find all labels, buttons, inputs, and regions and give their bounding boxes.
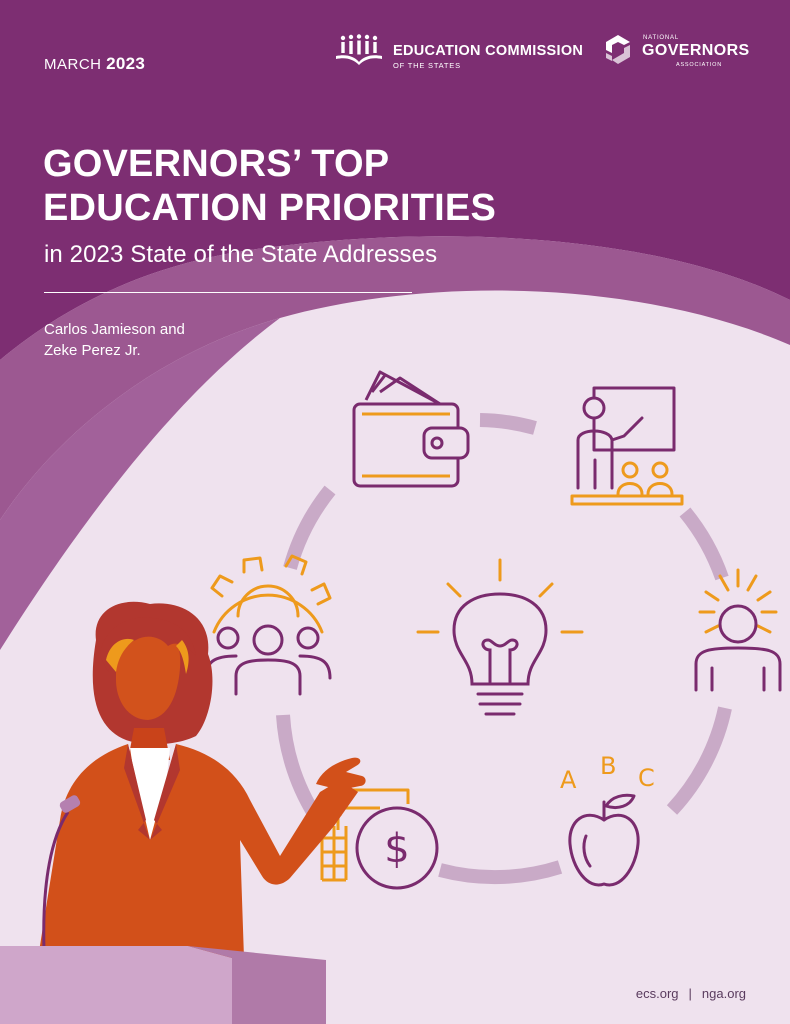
wallet-icon [352,370,470,488]
title-divider [44,292,412,293]
speaker-figure [38,601,366,958]
ecs-name: EDUCATION COMMISSION [393,43,584,59]
apple-abc-icon [568,793,640,887]
report-date: MARCH 2023 [44,54,146,73]
footer-separator: | [688,986,692,1001]
letter-a: A [560,766,577,794]
nga-link[interactable]: nga.org [701,986,746,1001]
letter-c: C [638,764,655,792]
team-gear-icon [204,554,332,696]
dollar-sign: $ [384,826,409,872]
podium [0,946,326,1024]
letter-b: B [600,752,617,780]
ecs-link[interactable]: ecs.org [635,986,679,1001]
nga-association-text: ASSOCIATION [676,62,722,68]
leader-spotlight-icon [694,568,782,692]
nga-small-text: NATIONAL [643,35,679,41]
teacher-classroom-icon [570,386,684,506]
ecs-subtitle: OF THE STATES [393,61,461,70]
report-title: GOVERNORS’ TOP EDUCATION PRIORITIES [43,143,496,229]
nga-name: GOVERNORS [642,42,750,59]
nga-logo-icon [606,35,630,64]
footer-links: ecs.org | nga.org [636,986,746,1001]
ecs-logo-icon [336,34,382,65]
lightbulb-icon [416,558,584,716]
report-subtitle: in 2023 State of the State Addresses [44,241,438,268]
authors: Carlos Jamieson and Zeke Perez Jr. [44,321,185,359]
